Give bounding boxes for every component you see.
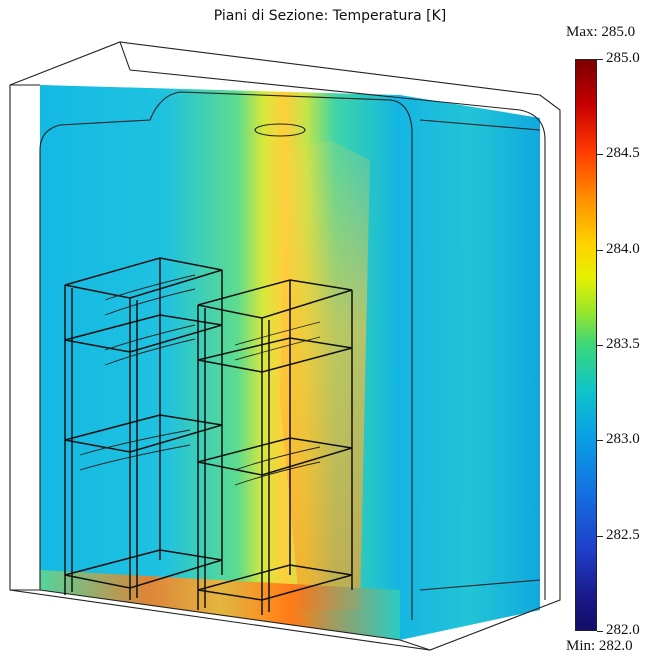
right-rack [197,279,353,615]
colorbar-tick-mark [597,440,603,441]
plot-title: Piani di Sezione: Temperatura [K] [213,8,447,24]
colorbar-tick-label: 284.0 [606,241,640,257]
colorbar-tick-mark [597,59,603,60]
colorbar-max-label: Max: 285.0 [566,24,636,40]
left-rack [64,257,223,600]
right-rack-components [234,321,321,486]
colorbar-tick-mark [597,631,603,632]
warm-plume [280,140,370,610]
colorbar-tick-mark [597,154,603,155]
temperature-colorbar [575,59,597,631]
colorbar-min-label: Min: 282.0 [566,638,633,654]
colorbar-tick-mark [597,250,603,251]
cabinet-3d-scene [9,41,561,651]
side-section-plane [400,95,540,640]
colorbar-tick-label: 285.0 [606,50,640,66]
colorbar-tick-label: 283.5 [606,336,640,352]
colorbar-tick-label: 284.5 [606,145,640,161]
colorbar-tick-label: 282.0 [606,622,640,638]
colorbar-tick-mark [597,345,603,346]
cabinet-outline [9,41,561,651]
colorbar-tick-mark [597,536,603,537]
left-rack-components [79,274,196,471]
colorbar-tick-label: 283.0 [606,431,640,447]
colorbar-tick-label: 282.5 [606,527,640,543]
